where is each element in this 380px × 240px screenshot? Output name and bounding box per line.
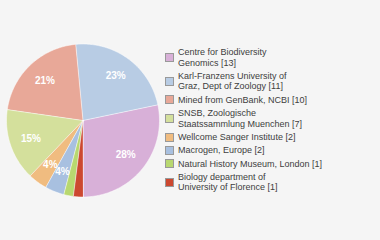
html-text:Centre for Biodiversity Genomi: Centre for Biodiversity Genomics [13]: [178, 47, 267, 68]
svg-text:28%: 28%: [116, 149, 136, 160]
svg-text:21%: 21%: [35, 75, 55, 86]
html-text:Karl-Franzens University of Gr: Karl-Franzens University of Graz, Dept o…: [178, 71, 287, 92]
html-text:SNSB, Zoologische Staatssammlu: SNSB, Zoologische Staatssammlung Muenche…: [178, 108, 303, 129]
html-text:Natural History Museum, London: Natural History Museum, London [1]: [178, 158, 323, 169]
svg-text:4%: 4%: [55, 166, 70, 177]
svg-text:4%: 4%: [43, 159, 58, 171]
html-text:Macrogen, Europe [2]: Macrogen, Europe [2]: [178, 145, 265, 156]
html-text:Biology department of Universi: Biology department of University of Flor…: [178, 171, 278, 193]
svg-text:15%: 15%: [21, 133, 41, 144]
html-text:Mined from GenBank, NCBI [10]: Mined from GenBank, NCBI [10]: [178, 94, 308, 105]
svg-text:23%: 23%: [106, 70, 126, 81]
html-text:Wellcome Sanger Institute [2]: Wellcome Sanger Institute [2]: [178, 131, 296, 142]
